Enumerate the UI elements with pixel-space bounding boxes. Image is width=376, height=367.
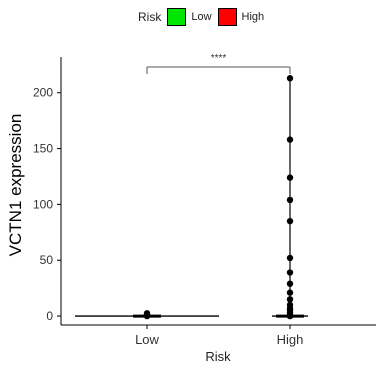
legend-title: Risk xyxy=(138,10,162,24)
y-tick-label: 0 xyxy=(46,309,53,323)
significance-label: **** xyxy=(211,53,227,64)
data-point xyxy=(286,296,294,303)
x-tick-label: High xyxy=(277,332,304,347)
data-point xyxy=(286,312,294,320)
legend-key-high xyxy=(217,8,237,26)
y-tick-label: 200 xyxy=(33,86,53,100)
data-point xyxy=(286,196,294,204)
legend-label-high: High xyxy=(241,11,265,23)
data-point xyxy=(286,254,294,262)
data-point xyxy=(143,310,151,317)
x-axis-label: Risk xyxy=(205,349,231,364)
data-point xyxy=(286,136,294,143)
legend-label-low: Low xyxy=(191,11,212,23)
data-point xyxy=(286,269,294,276)
legend-item-low: Low xyxy=(167,8,212,26)
y-tick-label: 150 xyxy=(33,142,53,156)
y-axis-label: VCTN1 expression xyxy=(6,114,25,257)
data-point xyxy=(286,75,294,82)
data-point xyxy=(286,217,294,225)
legend-key-low xyxy=(167,8,187,26)
y-tick-label: 50 xyxy=(40,253,54,267)
data-point xyxy=(286,174,294,181)
y-tick-label: 100 xyxy=(33,197,53,211)
legend: Risk Low High xyxy=(138,6,270,28)
x-tick-label: Low xyxy=(135,332,159,347)
data-point xyxy=(286,280,294,287)
legend-item-high: High xyxy=(217,8,265,26)
data-point xyxy=(286,289,294,296)
